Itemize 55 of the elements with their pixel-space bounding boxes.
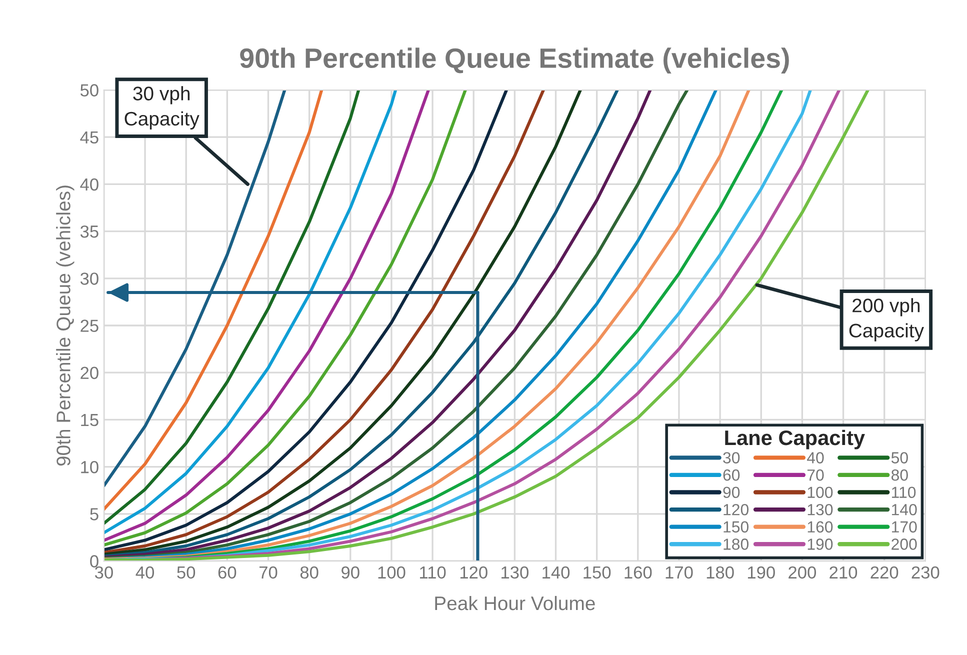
legend-label: 80 [891,469,908,481]
x-tick-label: 50 [177,566,196,579]
legend-label: 90 [723,486,740,498]
x-tick-label: 40 [136,566,154,579]
x-tick-label: 120 [460,566,488,579]
legend-label: 60 [723,469,740,481]
y-tick-label: 25 [80,320,98,332]
x-tick-label: 160 [624,566,652,579]
y-tick-label: 40 [80,178,98,191]
x-axis-title: Peak Hour Volume [435,596,595,610]
x-tick-label: 100 [378,566,406,579]
y-tick-label: 35 [80,225,98,238]
legend-label: 110 [892,486,916,498]
legend-label: 180 [724,538,749,550]
x-tick-label: 180 [706,566,734,579]
x-tick-label: 90 [342,566,360,579]
x-tick-label: 130 [502,566,528,579]
x-tick-label: 150 [584,566,611,579]
y-tick-label: 5 [90,508,98,520]
x-tick-label: 230 [912,566,940,579]
chart-title: 90th Percentile Queue Estimate (vehicles) [240,48,789,74]
legend-label: 100 [808,486,833,498]
x-tick-label: 60 [218,566,236,579]
annotation: 30 vph Capacity [124,86,200,130]
x-tick-label: 140 [542,566,570,579]
y-tick-label: 30 [80,272,98,285]
legend-label: 160 [808,521,833,533]
legend-label: 150 [724,521,749,533]
x-tick-label: 110 [420,566,446,579]
legend-label: 40 [807,452,824,464]
x-tick-label: 220 [870,566,898,579]
legend-label: 130 [808,504,833,516]
x-tick-label: 170 [666,566,693,579]
y-tick-label: 0 [90,555,98,568]
x-tick-label: 210 [830,566,858,579]
legend-label: 190 [808,538,833,550]
y-axis-title: 90th Percentile Queue (vehicles) [56,186,74,466]
y-tick-label: 50 [80,84,98,96]
y-tick-label: 15 [81,414,98,426]
legend-label: 50 [891,452,908,464]
legend-label: 120 [724,504,749,516]
y-tick-label: 45 [80,131,98,144]
x-tick-label: 80 [300,566,318,579]
x-tick-label: 190 [748,566,775,579]
legend-label: 140 [892,504,917,516]
legend-label: 170 [892,521,917,533]
legend-label: 30 [723,452,740,464]
y-tick-label: 10 [81,460,98,474]
legend-label: 200 [892,538,917,550]
y-tick-label: 20 [80,366,98,380]
annotation: 200 vph Capacity [849,298,924,342]
legend-label: 70 [807,469,824,481]
legend-title: Lane Capacity [725,430,865,450]
x-tick-label: 70 [259,566,278,579]
x-tick-label: 200 [788,566,816,579]
